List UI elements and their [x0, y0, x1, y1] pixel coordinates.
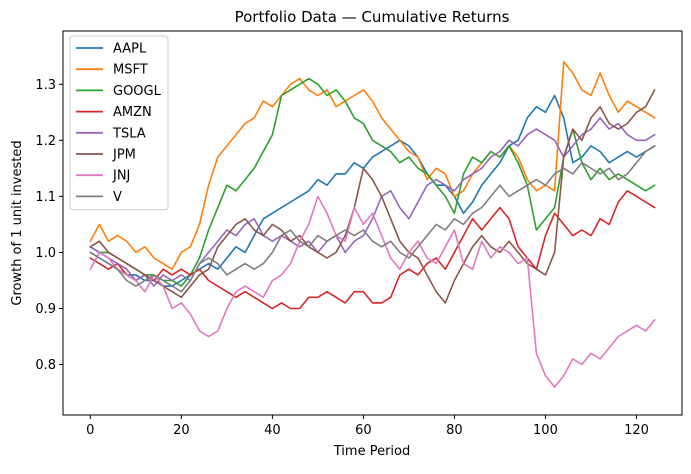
x-axis-ticks: 0 20 40 60 80 100 120	[86, 415, 649, 438]
legend-label-jpm: JPM	[112, 148, 136, 163]
legend-label-v: V	[113, 190, 122, 205]
legend: AAPL MSFT GOOGL AMZN TSLA JPM JNJ V	[69, 35, 169, 211]
series-line-googl	[89, 77, 656, 287]
series-line-msft	[89, 61, 656, 270]
y-tick-label: 1.1	[35, 190, 56, 205]
legend-label-msft: MSFT	[113, 63, 148, 78]
x-tick-label: 60	[355, 423, 372, 438]
legend-label-jnj: JNJ	[112, 169, 130, 184]
chart-title: Portfolio Data — Cumulative Returns	[235, 8, 510, 26]
y-axis-ticks: 0.8 0.9 1.0 1.1 1.2 1.3	[35, 78, 63, 373]
series-layer	[89, 61, 656, 388]
legend-label-amzn: AMZN	[113, 105, 152, 120]
y-tick-label: 1.3	[35, 78, 56, 93]
x-tick-label: 40	[264, 423, 281, 438]
legend-box	[69, 35, 169, 211]
y-tick-label: 0.9	[35, 302, 56, 317]
plot-area-frame	[62, 30, 683, 416]
x-axis-label: Time Period	[333, 444, 410, 459]
series-line-tsla	[89, 117, 656, 287]
legend-label-tsla: TSLA	[112, 126, 146, 141]
x-tick-label: 20	[173, 423, 190, 438]
series-line-v	[89, 145, 656, 293]
x-tick-label: 0	[86, 423, 94, 438]
y-tick-label: 0.8	[35, 358, 56, 373]
y-axis-label: Growth of 1 unit invested	[10, 140, 25, 305]
legend-label-googl: GOOGL	[113, 84, 162, 99]
series-line-amzn	[89, 190, 656, 310]
series-line-jpm	[89, 89, 656, 304]
x-tick-label: 100	[533, 423, 558, 438]
y-tick-label: 1.0	[35, 246, 56, 261]
x-tick-label: 120	[624, 423, 649, 438]
series-line-jnj	[89, 195, 656, 388]
y-tick-label: 1.2	[35, 134, 56, 149]
legend-label-aapl: AAPL	[113, 42, 147, 57]
x-tick-label: 80	[446, 423, 463, 438]
